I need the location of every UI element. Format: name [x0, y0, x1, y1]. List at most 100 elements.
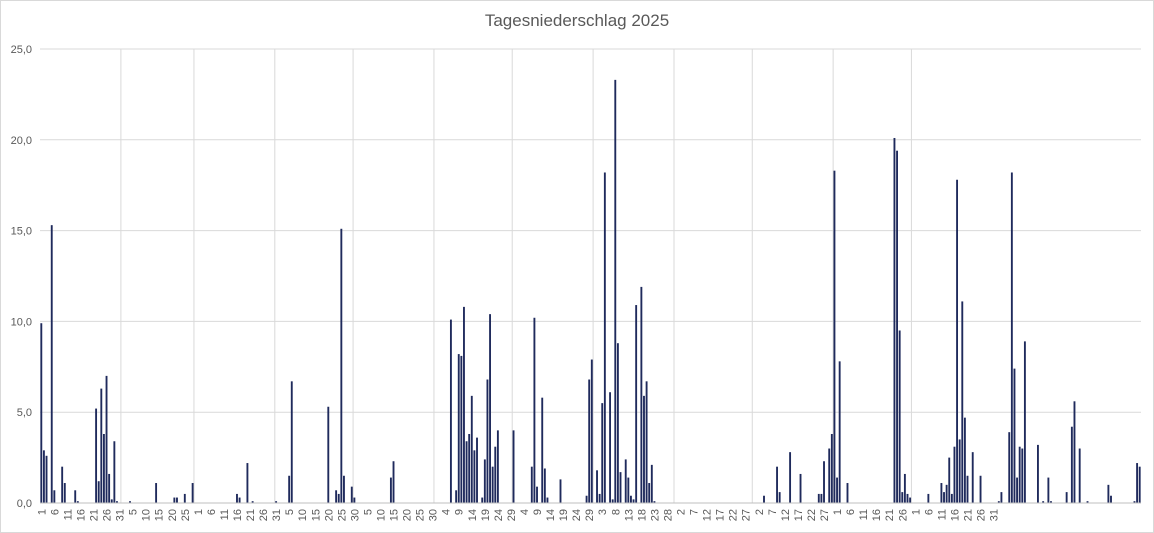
y-tick-label: 10,0	[11, 316, 32, 328]
x-tick-label: 25	[415, 509, 427, 521]
bar	[590, 359, 593, 503]
bar	[102, 433, 105, 503]
bar	[95, 408, 98, 503]
bar	[468, 433, 471, 503]
x-tick-label: 31	[115, 509, 127, 521]
bar	[1138, 466, 1141, 503]
bar	[40, 323, 43, 503]
bar	[1010, 172, 1013, 503]
x-tick-label: 16	[232, 509, 244, 521]
x-tick-label: 1	[36, 509, 48, 515]
bar	[343, 475, 345, 503]
x-tick-label: 1	[832, 509, 844, 515]
bar	[1047, 477, 1050, 503]
bar	[906, 493, 909, 503]
x-tick-label: 11	[858, 509, 870, 520]
x-tick-label: 26	[897, 509, 909, 521]
x-tick-label: 29	[506, 509, 518, 521]
bar	[963, 417, 966, 503]
bar	[828, 448, 831, 503]
x-tick-label: 28	[662, 509, 674, 521]
bar	[997, 501, 1000, 503]
bar	[603, 172, 606, 503]
bar	[1136, 463, 1139, 503]
bar	[1016, 477, 1019, 503]
bar	[635, 305, 638, 503]
bar	[648, 483, 651, 503]
bar	[961, 301, 964, 503]
y-tick-label: 15,0	[11, 226, 32, 238]
bar	[105, 375, 108, 503]
x-tick-label: 30	[349, 509, 361, 521]
x-tick-label: 16	[75, 509, 87, 521]
bar	[940, 483, 943, 503]
bar	[155, 483, 158, 503]
bar	[389, 477, 392, 503]
bar	[632, 499, 635, 503]
x-tick-label: 3	[597, 509, 609, 515]
bar	[896, 150, 898, 504]
bar	[108, 473, 111, 503]
bar	[100, 388, 103, 503]
bar	[491, 466, 494, 503]
x-tick-label: 24	[493, 509, 505, 521]
bar	[1065, 492, 1068, 503]
bar	[481, 497, 484, 503]
chart-title: Tagesniederschlag 2025	[484, 11, 670, 30]
x-tick-label: 1	[193, 509, 205, 515]
bar	[823, 461, 825, 503]
x-tick-label: 19	[558, 509, 570, 521]
bar	[645, 381, 648, 503]
x-tick-label: 9	[532, 509, 544, 515]
bar	[627, 477, 630, 503]
bar	[1110, 495, 1112, 503]
bar	[789, 452, 792, 503]
bar	[616, 343, 619, 503]
x-tick-label: 16	[949, 509, 961, 521]
x-tick-label: 13	[623, 509, 635, 521]
bar	[1070, 426, 1073, 503]
bar	[958, 439, 961, 503]
axes: 0,05,010,015,020,025,01 6 11 16 21 26 31 5 10 15 2…	[11, 44, 1141, 521]
x-tick-label: 22	[806, 509, 818, 521]
x-tick-label: 14	[545, 509, 557, 521]
x-tick-label: 21	[88, 509, 100, 521]
bar	[653, 501, 656, 503]
bar	[288, 475, 291, 503]
bar	[979, 475, 982, 503]
bar	[1023, 341, 1026, 503]
x-tick-label: 15	[154, 509, 166, 521]
bar	[601, 403, 604, 503]
bar	[1073, 401, 1076, 503]
bar	[614, 79, 617, 503]
x-tick-label: 11	[936, 509, 948, 520]
x-tick-label: 7	[689, 509, 701, 515]
bar	[609, 392, 612, 503]
x-tick-label: 25	[336, 509, 348, 521]
bar	[1013, 368, 1016, 503]
bar	[116, 501, 118, 503]
x-tick-label: 22	[728, 509, 740, 521]
bar	[61, 466, 64, 503]
x-tick-label: 27	[819, 509, 831, 521]
x-tick-label: 4	[441, 509, 453, 515]
bar	[353, 497, 356, 503]
bar	[630, 495, 632, 503]
x-tick-label: 26	[976, 509, 988, 521]
bar	[327, 406, 330, 503]
bar	[42, 450, 45, 503]
x-tick-label: 7	[767, 509, 779, 515]
bar	[275, 501, 278, 503]
bar	[176, 497, 178, 503]
bar	[449, 319, 452, 503]
bar	[350, 486, 353, 503]
bar	[588, 379, 591, 503]
bar	[543, 468, 546, 503]
x-tick-label: 24	[571, 509, 583, 521]
bar	[1037, 444, 1039, 503]
x-tick-label: 19	[480, 509, 492, 521]
bars	[40, 79, 1141, 504]
bar	[191, 483, 194, 503]
x-tick-label: 6	[923, 509, 935, 515]
